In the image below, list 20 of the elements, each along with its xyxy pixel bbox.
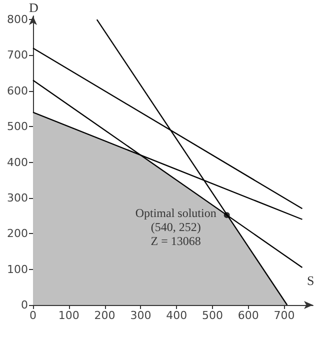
- y-tick-label: 800: [7, 13, 28, 26]
- y-tick-label: 200: [7, 227, 28, 240]
- x-tick-label: 700: [274, 309, 295, 322]
- x-axis-title: S: [307, 273, 314, 288]
- x-tick-label: 300: [130, 309, 152, 322]
- y-tick-label: 0: [21, 298, 28, 312]
- x-tick-label: 200: [94, 309, 116, 322]
- y-tick-label: 400: [7, 156, 28, 169]
- x-tick-label: 600: [238, 309, 259, 322]
- y-axis-title: D: [29, 0, 38, 16]
- y-tick-label: 500: [7, 120, 28, 134]
- y-tick-label: 600: [7, 84, 28, 98]
- y-tick-label: 300: [7, 191, 28, 204]
- x-tick-label: 0: [30, 309, 36, 322]
- x-tick-label: 400: [166, 309, 188, 322]
- y-tick-label: 700: [7, 48, 28, 62]
- x-tick-label: 100: [58, 309, 80, 322]
- y-tick-label: 100: [7, 262, 28, 276]
- annotation: Optimal solution (540, 252) Z = 13068: [135, 206, 216, 248]
- x-tick-label: 500: [202, 309, 223, 322]
